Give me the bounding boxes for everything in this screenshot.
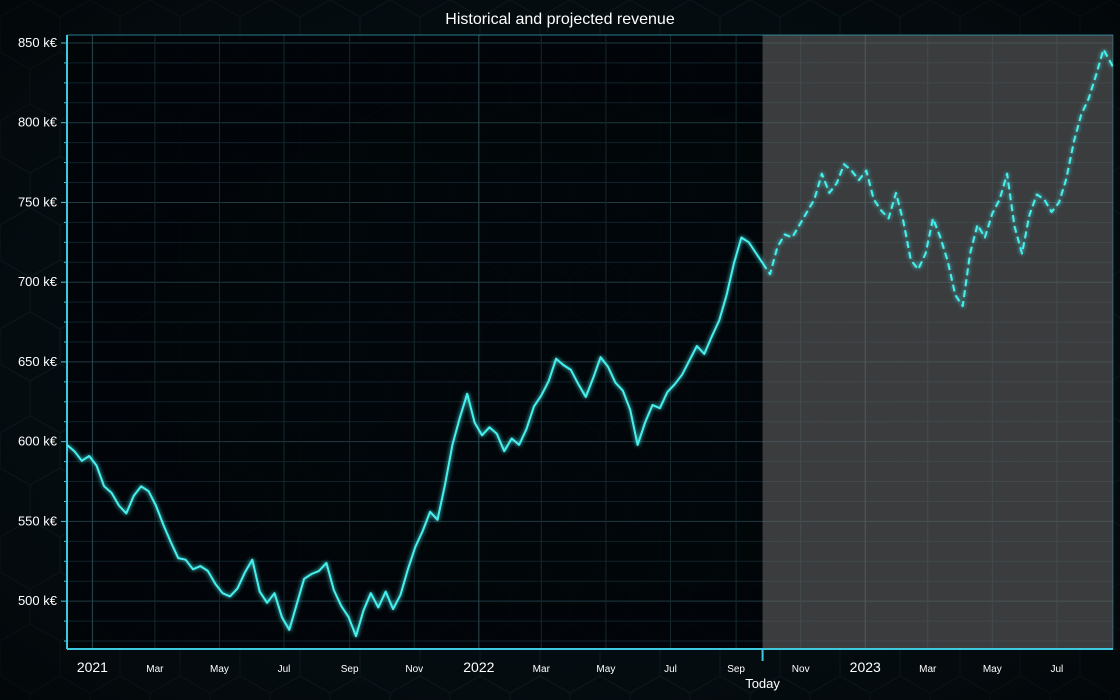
series	[67, 48, 1113, 638]
y-tick-label: 800 k€	[18, 115, 58, 130]
x-tick-label: May	[983, 664, 1002, 675]
x-tick-label: Jul	[278, 664, 291, 675]
y-axis-ticks: 500 k€ 550 k€ 600 k€ 650 k€ 700 k€ 750 k€ 800 …	[18, 35, 58, 608]
x-tick-label: 2023	[850, 659, 881, 675]
x-tick-label: Jul	[1050, 664, 1063, 675]
x-tick-label: 2021	[77, 659, 108, 675]
x-axis-ticks: 2021 Mar May Jul Sep Nov 2022 Mar May Jul Sep Nov 20…	[77, 659, 1063, 691]
series-historical-line	[67, 236, 764, 638]
x-tick-label: Nov	[792, 664, 810, 675]
x-tick-label: Mar	[919, 664, 937, 675]
x-tick-label: May	[596, 664, 615, 675]
y-tick-label: 500 k€	[18, 593, 58, 608]
y-tick-label: 650 k€	[18, 354, 58, 369]
x-tick-label: Nov	[405, 664, 423, 675]
projection-shaded-region	[762, 35, 1113, 649]
y-tick-label: 550 k€	[18, 513, 58, 528]
chart-title: Historical and projected revenue	[445, 11, 675, 28]
x-tick-label: Sep	[727, 664, 745, 675]
y-tick-label: 750 k€	[18, 194, 58, 209]
x-tick-label: May	[210, 664, 229, 675]
y-tick-label: 600 k€	[18, 434, 58, 449]
x-tick-label: Mar	[146, 664, 164, 675]
x-tick-label: Mar	[533, 664, 551, 675]
x-tick-label: 2022	[463, 659, 494, 675]
x-tick-label: Jul	[664, 664, 677, 675]
series-projected-line	[761, 48, 1113, 308]
today-label: Today	[745, 676, 780, 691]
x-tick-label: Sep	[341, 664, 359, 675]
axes	[61, 34, 1114, 661]
y-tick-label: 700 k€	[18, 274, 58, 289]
y-tick-label: 850 k€	[18, 35, 58, 50]
